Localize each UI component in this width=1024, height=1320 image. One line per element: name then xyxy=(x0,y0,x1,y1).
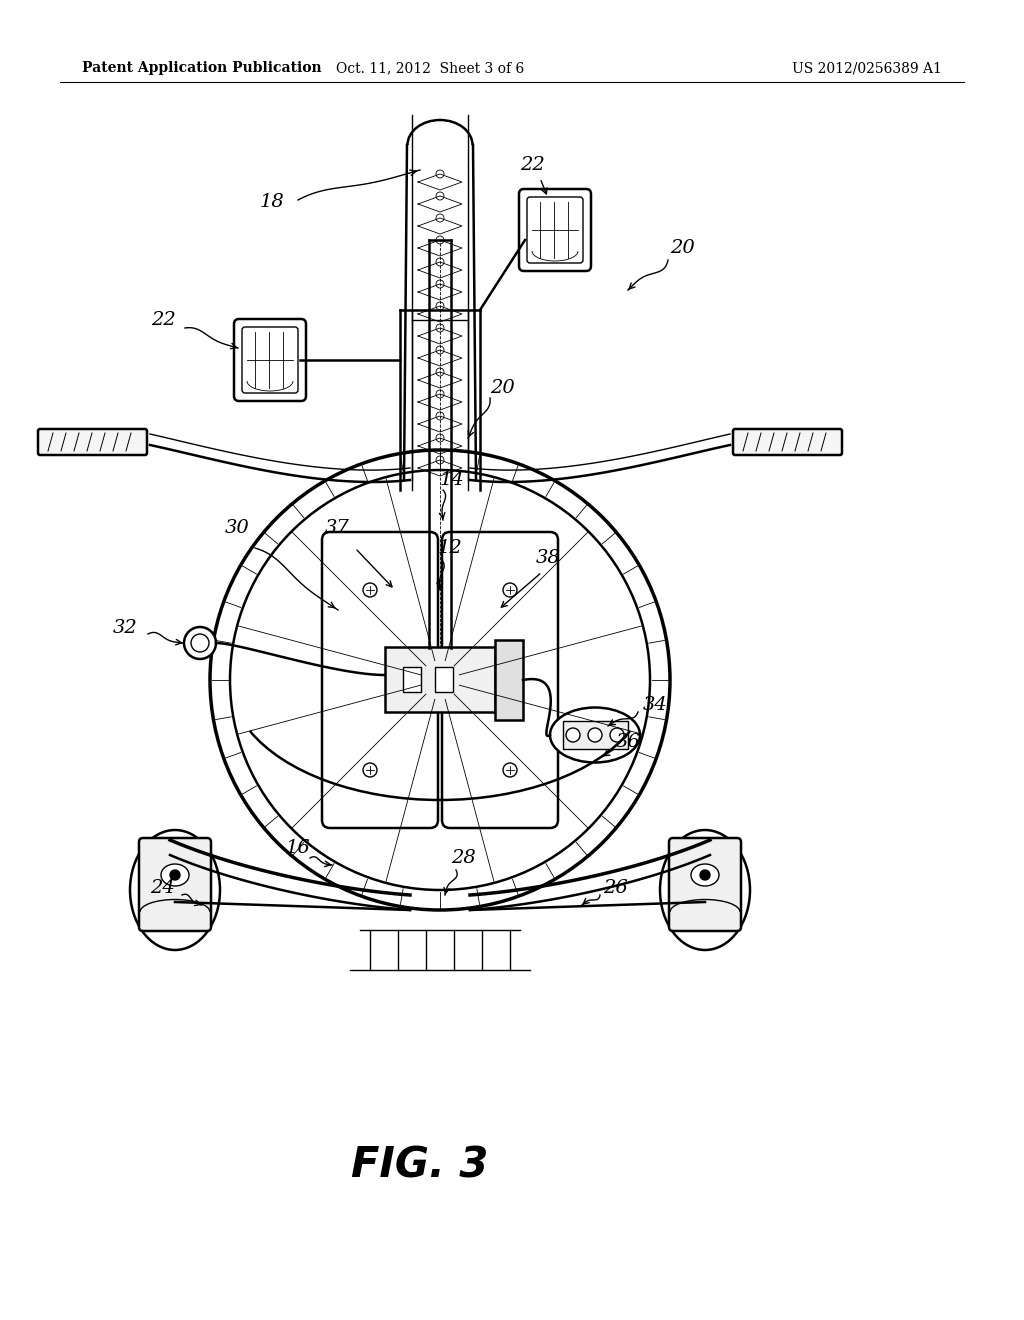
Circle shape xyxy=(184,627,216,659)
Text: 18: 18 xyxy=(260,193,285,211)
FancyBboxPatch shape xyxy=(669,838,741,931)
Text: 20: 20 xyxy=(670,239,694,257)
Text: 12: 12 xyxy=(437,539,463,557)
Circle shape xyxy=(436,368,444,376)
Circle shape xyxy=(436,389,444,399)
Circle shape xyxy=(436,214,444,222)
Text: 28: 28 xyxy=(451,849,475,867)
Ellipse shape xyxy=(550,708,640,763)
Text: FIG. 3: FIG. 3 xyxy=(351,1144,488,1185)
Text: 37: 37 xyxy=(325,519,349,537)
Circle shape xyxy=(436,455,444,465)
Bar xyxy=(385,647,495,711)
Circle shape xyxy=(420,660,460,700)
FancyBboxPatch shape xyxy=(442,532,558,828)
Circle shape xyxy=(436,412,444,420)
Circle shape xyxy=(436,346,444,354)
Circle shape xyxy=(436,236,444,244)
Text: 16: 16 xyxy=(286,840,310,857)
Ellipse shape xyxy=(660,830,750,950)
FancyBboxPatch shape xyxy=(322,532,438,828)
Circle shape xyxy=(170,870,180,880)
FancyBboxPatch shape xyxy=(234,319,306,401)
Bar xyxy=(435,667,453,692)
Circle shape xyxy=(503,763,517,777)
Text: 38: 38 xyxy=(536,549,560,568)
Text: Oct. 11, 2012  Sheet 3 of 6: Oct. 11, 2012 Sheet 3 of 6 xyxy=(336,61,524,75)
Circle shape xyxy=(436,191,444,201)
Circle shape xyxy=(436,323,444,333)
Circle shape xyxy=(503,583,517,597)
Text: 14: 14 xyxy=(439,471,464,488)
Circle shape xyxy=(610,729,624,742)
Text: 22: 22 xyxy=(519,156,545,174)
Circle shape xyxy=(436,302,444,310)
Circle shape xyxy=(362,583,377,597)
Circle shape xyxy=(588,729,602,742)
Text: US 2012/0256389 A1: US 2012/0256389 A1 xyxy=(793,61,942,75)
Bar xyxy=(495,640,523,719)
FancyBboxPatch shape xyxy=(38,429,147,455)
Circle shape xyxy=(436,434,444,442)
Circle shape xyxy=(362,763,377,777)
Circle shape xyxy=(700,870,710,880)
Text: 20: 20 xyxy=(489,379,514,397)
Text: 24: 24 xyxy=(150,879,174,898)
Ellipse shape xyxy=(130,830,220,950)
Text: 36: 36 xyxy=(615,733,640,751)
Text: 34: 34 xyxy=(643,696,668,714)
Bar xyxy=(563,721,628,748)
Circle shape xyxy=(436,280,444,288)
Text: 22: 22 xyxy=(151,312,175,329)
Circle shape xyxy=(436,257,444,267)
Text: 32: 32 xyxy=(113,619,137,638)
FancyBboxPatch shape xyxy=(733,429,842,455)
Text: 26: 26 xyxy=(603,879,628,898)
FancyBboxPatch shape xyxy=(519,189,591,271)
Ellipse shape xyxy=(691,865,719,886)
Text: Patent Application Publication: Patent Application Publication xyxy=(82,61,322,75)
Circle shape xyxy=(436,170,444,178)
FancyBboxPatch shape xyxy=(139,838,211,931)
Ellipse shape xyxy=(161,865,189,886)
Bar xyxy=(403,667,421,692)
Circle shape xyxy=(566,729,580,742)
Text: 30: 30 xyxy=(224,519,250,537)
